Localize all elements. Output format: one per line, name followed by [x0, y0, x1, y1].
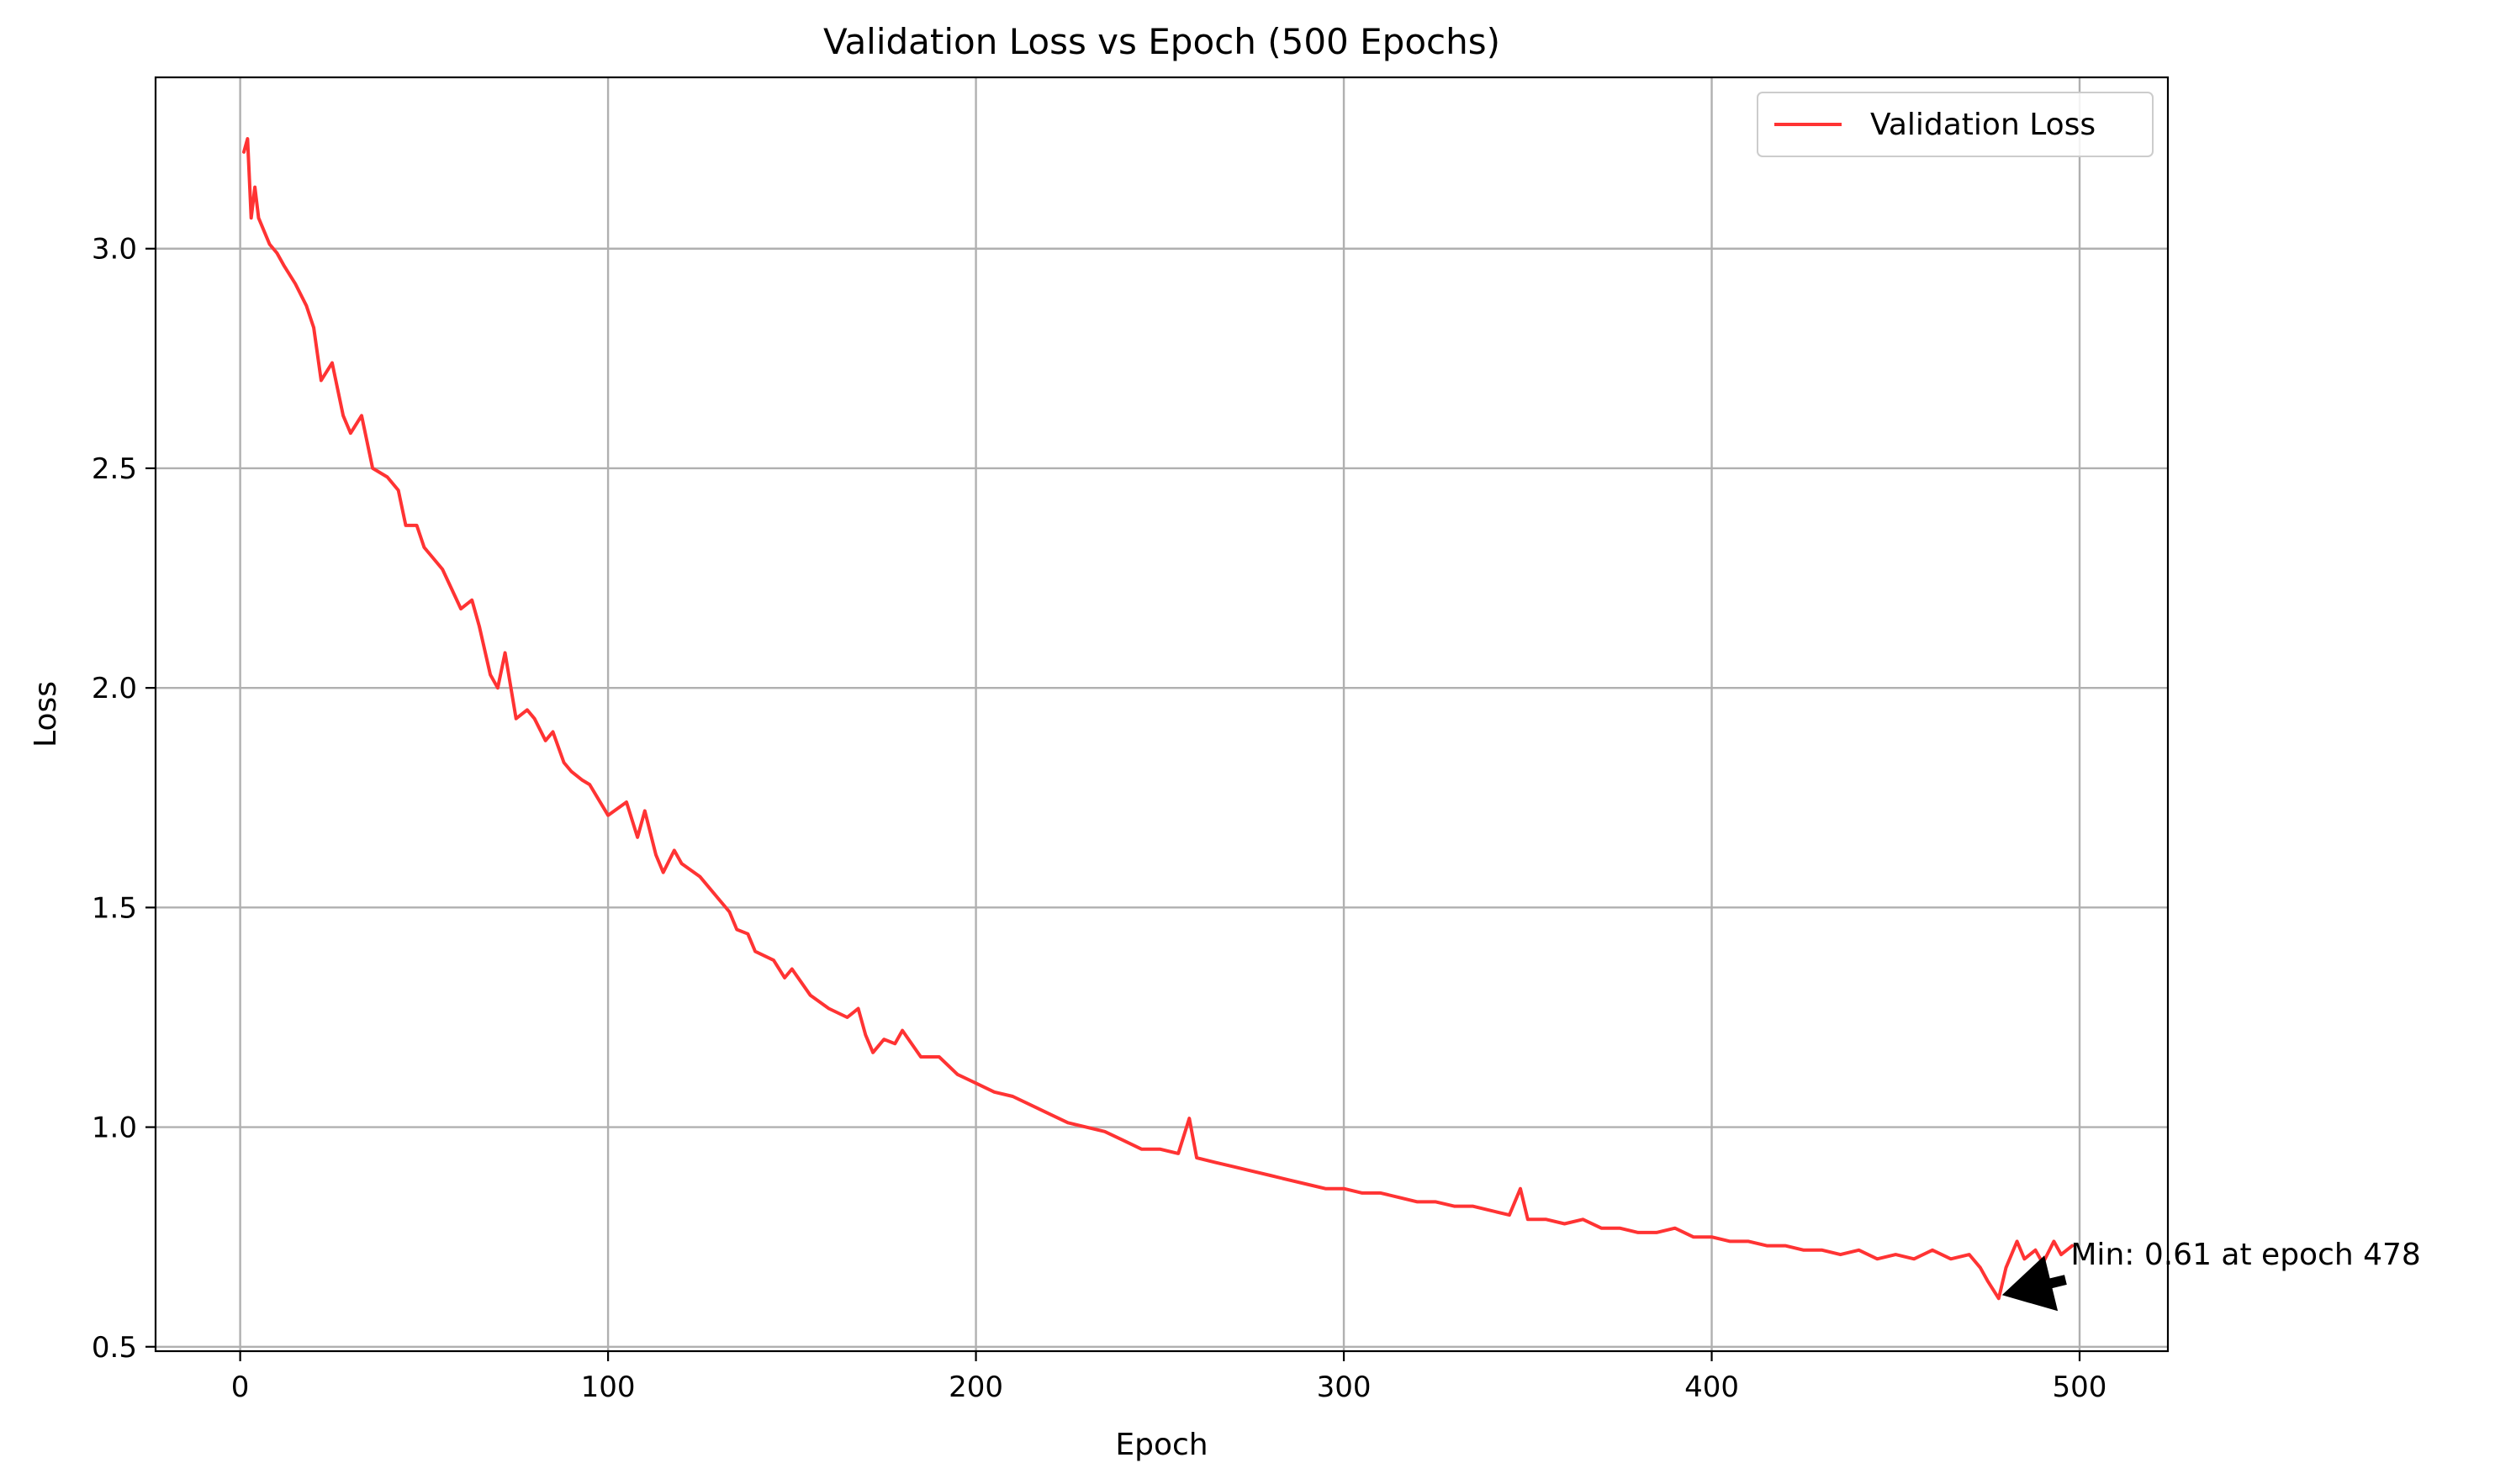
- min-annotation-label: Min: 0.61 at epoch 478: [2070, 1238, 2420, 1272]
- y-tick-label: 1.0: [92, 1112, 137, 1145]
- plot-frame: [154, 76, 2170, 1353]
- legend: Validation Loss: [1757, 92, 2154, 157]
- x-tick-label: 100: [581, 1370, 636, 1404]
- y-tick-label: 3.0: [92, 233, 137, 267]
- x-axis-title: Epoch: [1115, 1428, 1208, 1462]
- x-tick-label: 200: [949, 1370, 1003, 1404]
- x-tick-label: 400: [1684, 1370, 1739, 1404]
- annotation-layer: Min: 0.61 at epoch 478: [2001, 1238, 2421, 1312]
- y-axis-title: Loss: [29, 681, 63, 747]
- annotation-arrow: [2001, 1255, 2067, 1312]
- y-tick-label: 1.5: [92, 891, 137, 925]
- validation-loss-line: [242, 137, 2075, 1301]
- x-tick-label: 500: [2053, 1370, 2107, 1404]
- x-tick-label: 0: [231, 1370, 250, 1404]
- x-tick-label: 300: [1317, 1370, 1372, 1404]
- grid: [156, 77, 2168, 1351]
- axis-ticks: 0 100 200 300 400 500 0.5 1.0 1.5 2.0 2.5 3.0: [92, 233, 2107, 1404]
- chart-title: Validation Loss vs Epoch (500 Epochs): [823, 21, 1500, 62]
- series-layer: [242, 137, 2075, 1301]
- y-tick-label: 0.5: [92, 1331, 137, 1365]
- y-tick-label: 2.5: [92, 452, 137, 486]
- legend-box: [1757, 92, 2154, 157]
- y-tick-label: 2.0: [92, 672, 137, 705]
- legend-label: Validation Loss: [1870, 108, 2096, 142]
